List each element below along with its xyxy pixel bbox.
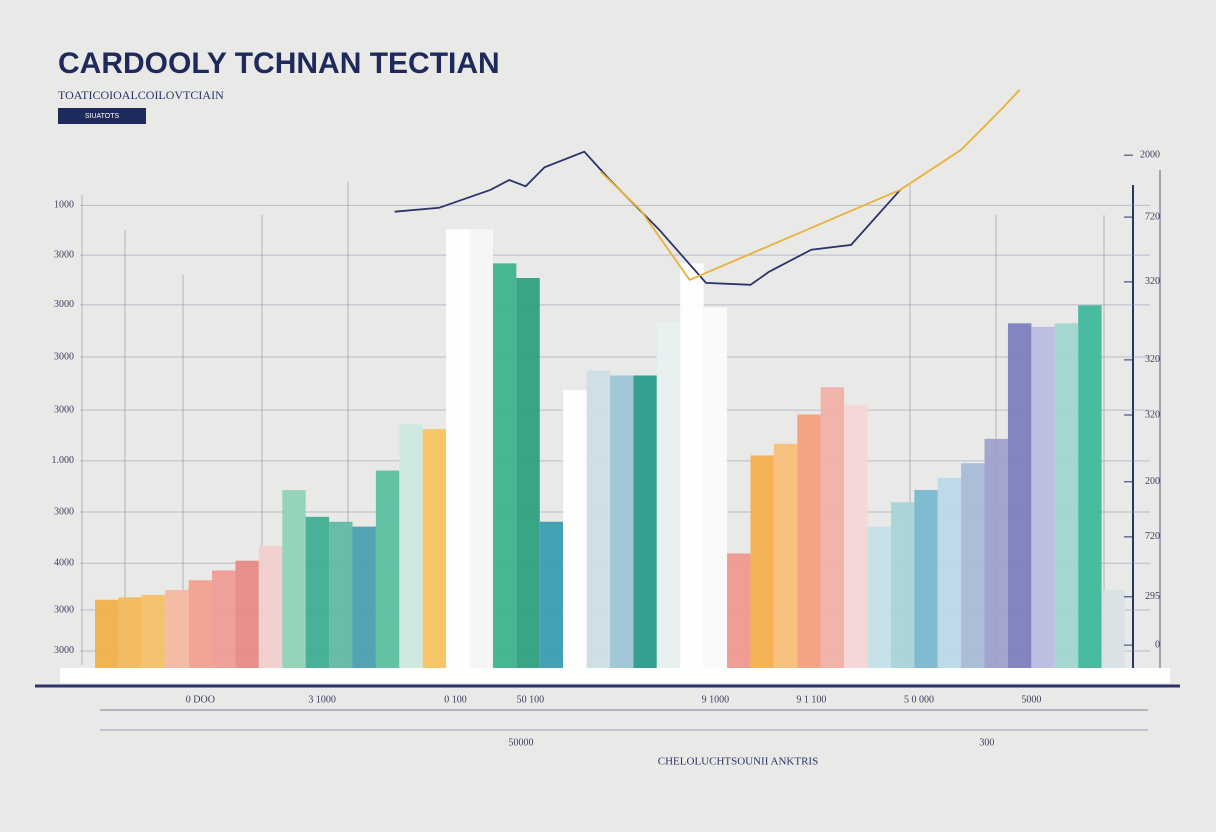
y2-tick-label: 320 — [1145, 409, 1160, 420]
y-tick-label: 3000 — [54, 604, 74, 615]
bar — [141, 594, 166, 668]
bar — [212, 570, 236, 668]
chart-title: CARDOOLY TCHNAN TECTIAN — [58, 47, 500, 80]
bar — [984, 438, 1008, 668]
x-annotation: 0 100 — [444, 694, 467, 705]
bar — [258, 546, 283, 668]
bar — [375, 470, 400, 668]
badge-bg — [58, 108, 146, 124]
y-tick-label: 3000 — [54, 351, 74, 362]
y2-tick-label: 320 — [1145, 276, 1160, 287]
bar — [890, 502, 915, 668]
base-plate — [60, 668, 1170, 683]
y-tick-label: 3000 — [54, 249, 74, 260]
y2-tick-label: 295 — [1145, 591, 1160, 602]
y-tick-label: 3000 — [54, 645, 74, 656]
bar — [516, 278, 540, 668]
y-tick-label: 1.000 — [52, 455, 75, 466]
y-tick-label: 3000 — [54, 299, 74, 310]
y2-tick-label: 720 — [1145, 211, 1160, 222]
x-annotation: 9 1 100 — [796, 694, 826, 705]
x-annotation: 0 DOO — [186, 694, 215, 705]
y-tick-label: 1000 — [54, 200, 74, 211]
bar — [1078, 305, 1102, 668]
x-annotation: 50000 — [509, 737, 534, 748]
bar — [773, 443, 798, 668]
bar — [586, 370, 610, 668]
x-annotation: 300 — [979, 737, 994, 748]
bar — [422, 429, 447, 668]
x-annotation: 9 1000 — [702, 694, 730, 705]
bar — [352, 526, 376, 668]
bar — [797, 414, 821, 668]
bar — [680, 263, 704, 668]
y2-tick-label: 200 — [1145, 476, 1160, 487]
y-tick-label: 3000 — [54, 404, 74, 415]
bar — [633, 375, 657, 668]
bar — [329, 521, 353, 668]
x-annotation: 5000 — [1021, 694, 1041, 705]
bar — [469, 229, 493, 668]
y2-tick-label: 0 — [1155, 639, 1160, 650]
bar — [727, 553, 751, 668]
bar — [165, 590, 189, 668]
bar — [610, 375, 634, 668]
y2-tick-label: 720 — [1145, 531, 1160, 542]
bar — [656, 321, 681, 668]
bar — [914, 490, 938, 668]
bar — [844, 404, 868, 668]
chart-subtitle: TOATICOIOALCOILOVTCIAIN — [58, 88, 224, 102]
bar — [1054, 323, 1079, 668]
bar — [492, 263, 517, 668]
bar — [1007, 323, 1032, 668]
trend-line — [599, 89, 1021, 282]
bar — [750, 455, 774, 668]
x-axis-title: CHELOLUCHTSOUNII ANKTRIS — [658, 756, 818, 768]
bar — [305, 516, 330, 668]
bar — [937, 477, 962, 668]
bar — [235, 560, 259, 668]
y-tick-label: 3000 — [54, 506, 74, 517]
bar — [703, 307, 728, 668]
bar — [539, 521, 564, 668]
y2-tick-label: 320 — [1145, 354, 1160, 365]
x-annotation: 50 100 — [517, 694, 545, 705]
badge: SIUATOTS — [85, 113, 120, 120]
x-annotation: 5 0 000 — [904, 694, 934, 705]
bar — [95, 599, 119, 668]
bar — [118, 597, 142, 668]
bar — [867, 526, 891, 668]
bar — [1101, 590, 1125, 668]
bar — [961, 463, 985, 668]
bar — [1031, 326, 1055, 668]
bar — [188, 580, 213, 668]
bar — [282, 490, 306, 668]
bar — [446, 229, 470, 668]
bars — [95, 229, 1125, 668]
lines — [394, 89, 1021, 286]
bar — [563, 390, 587, 668]
x-annotation: 3 1000 — [308, 694, 336, 705]
bar — [820, 387, 845, 668]
bar — [399, 424, 423, 668]
y-tick-label: 4000 — [54, 557, 74, 568]
y2-tick-label: 2000 — [1140, 149, 1160, 160]
